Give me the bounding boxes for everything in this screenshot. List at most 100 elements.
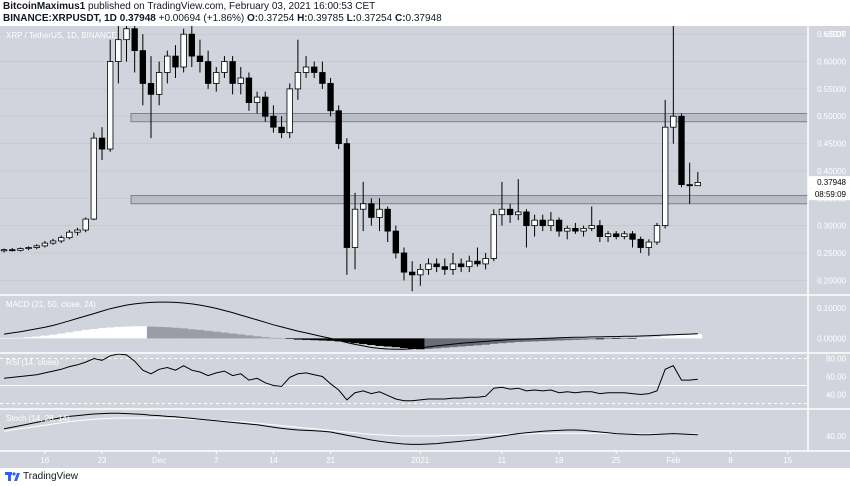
candle-body (229, 61, 236, 84)
candle-body (629, 233, 636, 240)
low-value: 0.37254 (356, 13, 393, 24)
price-tick-label: 0.60000 (817, 58, 846, 67)
time-tick-label: 2021 (411, 456, 429, 465)
candle-body (645, 241, 653, 248)
candle-body (25, 247, 32, 250)
candle-body (678, 115, 685, 186)
macd-histogram-bar (195, 329, 205, 339)
macd-line (4, 301, 698, 350)
macd-histogram-bar (424, 338, 433, 349)
macd-histogram-bar (81, 329, 91, 339)
symbol-info: BINANCE:XRPUSDT, 1D 0.37948 +0.00694 (+1… (3, 13, 442, 25)
macd-histogram-bar (367, 338, 376, 346)
tradingview-logo-icon[interactable] (5, 471, 21, 483)
macd-histogram-bar (661, 335, 670, 339)
candle-body (482, 258, 489, 265)
macd-histogram-bar (138, 326, 148, 339)
support-resistance-zone (130, 113, 809, 123)
macd-histogram-bar (563, 338, 572, 341)
candle-body (164, 55, 171, 73)
chart-title: XRP / TetherUS, 1D, BINANCE (6, 31, 117, 40)
macd-histogram-bar (514, 338, 523, 343)
macd-histogram-bar (89, 328, 99, 339)
time-tick-label: 23 (98, 456, 107, 465)
macd-histogram-bar (171, 327, 180, 339)
candle-body (343, 143, 351, 248)
macd-histogram-bar (130, 326, 140, 339)
macd-histogram-bar (122, 326, 131, 339)
time-tick-label: 16 (40, 456, 49, 465)
macd-histogram-bar (587, 338, 597, 340)
candle-body (417, 268, 424, 276)
candle-body (555, 219, 563, 232)
stoch-k-line (4, 412, 698, 445)
macd-tick-label: 0.00000 (817, 334, 846, 343)
macd-histogram-bar (334, 338, 344, 342)
candle-body (408, 271, 416, 276)
macd-histogram-bar (669, 335, 678, 339)
chart-background (0, 26, 850, 468)
author-name[interactable]: BitcoinMaximus1 (3, 1, 86, 12)
candle-body (686, 184, 693, 187)
price-tick-label: 0.50000 (817, 112, 846, 121)
macd-histogram-bar (318, 338, 327, 341)
candle-body (294, 72, 302, 90)
candle-body (506, 208, 514, 216)
candle-body (351, 208, 359, 248)
candle-body (131, 28, 138, 52)
macd-histogram-bar (530, 338, 539, 342)
candle-body (547, 219, 555, 227)
publish-text: published on TradingView.com, February 0… (85, 1, 376, 12)
macd-histogram-bar (310, 338, 319, 341)
macd-title: MACD (21, 50, close, 24) (6, 300, 96, 309)
candle-body (466, 260, 473, 268)
macd-histogram-bar (457, 338, 466, 347)
candle-body (319, 72, 326, 84)
candle-body (637, 238, 644, 248)
macd-histogram-bar (146, 326, 156, 339)
candle-body (0, 249, 8, 252)
macd-histogram-bar (636, 338, 646, 339)
candle-body (694, 182, 701, 187)
macd-histogram-bar (73, 331, 82, 339)
trading-chart[interactable]: 0.65000 0.60000 0.55000 0.50000 0.45000 0.400… (0, 26, 850, 468)
macd-histogram-bar (416, 338, 425, 350)
close-value: 0.37948 (405, 13, 442, 24)
candle-body (90, 137, 98, 220)
candle-body (474, 260, 481, 265)
macd-histogram-bar (652, 337, 662, 339)
candle-body (449, 263, 457, 270)
candle-body (572, 227, 579, 232)
candle-body (613, 233, 620, 237)
candle-body (360, 203, 367, 210)
price-tick-label: 0.20000 (817, 276, 846, 285)
candle-body (253, 96, 261, 103)
open-label: O: (247, 13, 259, 24)
macd-histogram-bar (677, 334, 686, 339)
macd-histogram-bar (40, 335, 50, 339)
price-tick-label: 0.25000 (817, 249, 846, 258)
macd-histogram-bar (685, 334, 695, 339)
macd-histogram-bar (603, 338, 613, 339)
macd-histogram-bar (644, 337, 654, 339)
candle-body (425, 263, 432, 270)
candle-body (74, 229, 81, 233)
candle-body (531, 219, 538, 227)
candle-body (539, 219, 546, 227)
price-change: +0.00694 (+1.86%) (158, 13, 245, 24)
macd-histogram-bar (220, 332, 229, 339)
candle-body (523, 211, 530, 227)
price-tick-label: 0.30000 (817, 222, 846, 231)
candle-body (433, 263, 440, 268)
candle-body (515, 211, 522, 216)
tradingview-brand[interactable]: TradingView (23, 471, 79, 482)
stoch-tick-label: 40.00 (826, 432, 847, 441)
macd-histogram-bar (236, 334, 246, 339)
candle-body (621, 233, 628, 237)
candle-body (457, 263, 465, 268)
candle-body (335, 110, 342, 144)
macd-histogram-bar (97, 328, 107, 339)
macd-histogram-bar (554, 338, 564, 341)
chart-header: BitcoinMaximus1 published on TradingView… (0, 0, 850, 26)
time-tick-label: 14 (269, 456, 278, 465)
